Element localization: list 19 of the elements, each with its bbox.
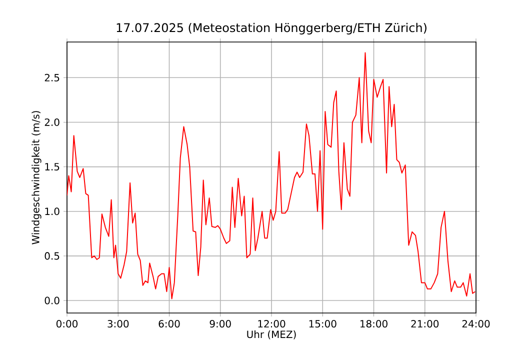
x-axis-title: Uhr (MEZ) xyxy=(247,330,296,340)
x-tick-label: 15:00 xyxy=(309,320,336,328)
y-tick-label: 0.0 xyxy=(44,296,60,304)
x-tick-label: 12:00 xyxy=(258,320,286,328)
x-tick-label: 6:00 xyxy=(158,320,180,328)
x-tick-label: 18:00 xyxy=(360,320,388,328)
x-tick-label: 21:00 xyxy=(411,320,439,328)
y-axis-title: Windgeschwindigkeit (m/s) xyxy=(32,111,42,244)
x-tick-label: 3:00 xyxy=(108,320,129,328)
x-tick-label: 0:00 xyxy=(56,320,78,328)
y-tick-label: 2.5 xyxy=(44,74,60,82)
y-tick-label: 0.5 xyxy=(44,252,60,260)
chart-title: 17.07.2025 (Meteostation Hönggerberg/ETH Zürich) xyxy=(116,22,426,34)
y-tick-label: 1.0 xyxy=(45,208,60,216)
line-series xyxy=(67,52,476,300)
x-tick-label: 24:00 xyxy=(462,320,490,328)
y-tick-label: 1.5 xyxy=(45,163,60,171)
x-tick-label: 9:00 xyxy=(210,320,231,328)
y-tick-label: 2.0 xyxy=(44,118,60,126)
